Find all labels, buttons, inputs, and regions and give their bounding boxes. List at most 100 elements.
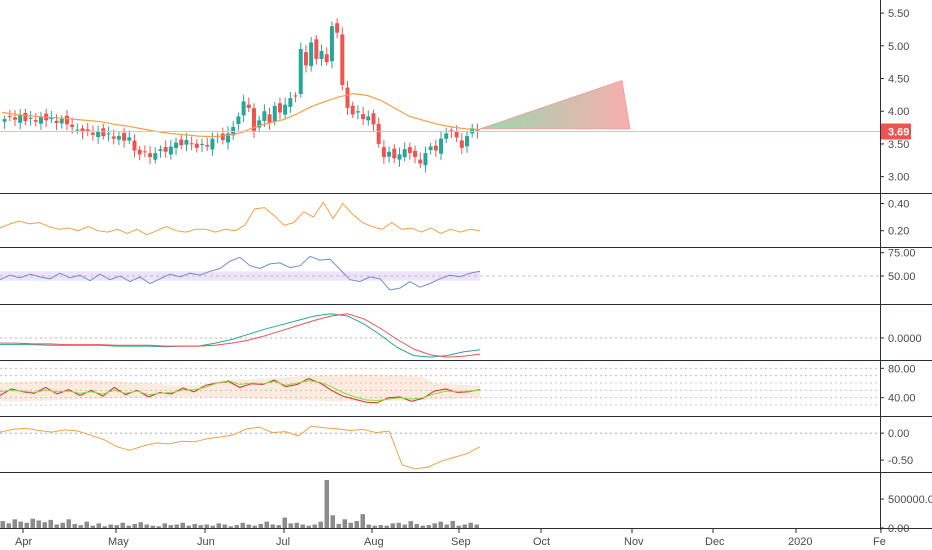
candle-body (90, 132, 95, 135)
candle-body (158, 149, 163, 151)
candle-body (2, 119, 7, 122)
volume-bar (198, 525, 203, 528)
volume-bar (456, 525, 461, 528)
volume-bar (324, 479, 329, 528)
x-tick-label: Sep (451, 536, 471, 548)
volume-bar (414, 523, 419, 528)
candle-body (439, 138, 444, 154)
price-candle (215, 132, 220, 144)
volume-bar (150, 525, 155, 528)
y-tick-label: 3.50 (888, 139, 909, 151)
volume-bar (354, 521, 359, 528)
volume-bar (228, 526, 233, 528)
y-tick-label: 0.0000 (888, 333, 922, 345)
volume-bar (396, 522, 401, 528)
price-candle (340, 27, 345, 91)
candle-body (293, 95, 298, 97)
volume-bar (144, 524, 149, 528)
candle-body (267, 114, 272, 123)
volume-bar (450, 521, 455, 528)
candle-body (272, 105, 277, 122)
price-candle (324, 47, 329, 66)
candle-body (75, 129, 80, 131)
x-tick-label: Fe (873, 536, 886, 548)
candle-body (413, 150, 418, 158)
x-tick-label: 2020 (788, 536, 812, 548)
price-candle (309, 37, 314, 72)
candle-body (64, 115, 69, 125)
candle-body (7, 115, 12, 117)
candle-body (371, 113, 376, 125)
price-candle (75, 123, 80, 134)
y-tick-label: 0.00 (888, 428, 909, 440)
price-candle (59, 115, 64, 129)
volume-bar (348, 522, 353, 528)
volume-bar (312, 524, 317, 528)
candle-body (70, 124, 75, 127)
candle-body (174, 142, 179, 148)
volume-bar (282, 517, 287, 528)
volume-bar (432, 523, 437, 528)
candle-body (251, 108, 256, 131)
candle-body (194, 143, 199, 148)
indicator-series-line (0, 201, 481, 236)
candle-body (298, 49, 303, 94)
volume-bar (336, 523, 341, 528)
candle-body (303, 52, 308, 66)
candle-body (226, 133, 231, 143)
volume-bar (420, 525, 425, 528)
volume-bar (12, 519, 17, 528)
candle-body (335, 23, 340, 33)
volume-bar (366, 524, 371, 528)
candle-body (428, 146, 433, 151)
volume-bar (384, 525, 389, 528)
indicator-series-line (0, 380, 481, 402)
x-tick-label: Dec (705, 536, 725, 548)
price-candle (184, 133, 189, 152)
price-candle (179, 134, 184, 150)
x-tick-label: Aug (364, 536, 384, 548)
volume-bar (138, 522, 143, 528)
volume-bar (276, 525, 281, 528)
price-candle (277, 97, 282, 120)
price-candle (189, 136, 194, 151)
price-candle (397, 147, 402, 167)
volume-bar (36, 520, 41, 528)
price-candle (200, 138, 205, 152)
candle-body (59, 119, 64, 124)
forecast-wedge (479, 79, 631, 130)
price-candle (132, 134, 137, 158)
price-candle (298, 42, 303, 98)
indicator-series-line (0, 425, 481, 470)
price-candle (210, 132, 215, 156)
volume-bar (402, 524, 407, 528)
volume-bar (54, 524, 59, 528)
price-candle (85, 122, 90, 137)
candle-body (205, 144, 210, 147)
candle-body (423, 153, 428, 166)
volume-bar (168, 525, 173, 528)
candle-body (340, 34, 345, 86)
price-candle (168, 139, 173, 160)
candle-body (387, 151, 392, 157)
y-tick-label: 80.00 (888, 363, 916, 375)
volume-bar (78, 525, 83, 528)
indicator-series-line (0, 378, 481, 404)
candle-body (324, 54, 329, 63)
price-candle (319, 44, 324, 66)
price-candle (314, 35, 319, 65)
y-tick-label: 0.00 (888, 523, 909, 535)
candle-body (470, 128, 475, 134)
price-candle (303, 44, 308, 73)
candle-body (54, 120, 59, 123)
price-candle (122, 127, 127, 148)
last-price-tag (881, 123, 911, 140)
candle-body (137, 149, 142, 155)
price-candle (407, 142, 412, 160)
x-tick-label: Jun (197, 536, 215, 548)
candle-body (361, 114, 366, 120)
price-candle (371, 109, 376, 132)
volume-bar (60, 522, 65, 528)
volume-bar (252, 525, 257, 528)
price-candle (18, 108, 23, 130)
